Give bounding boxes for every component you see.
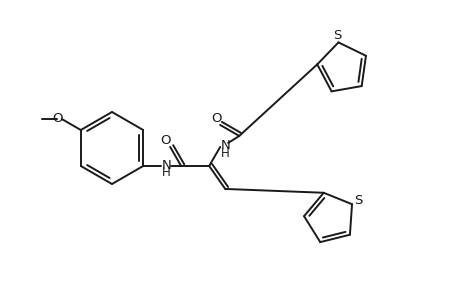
Text: O: O	[52, 112, 63, 124]
Text: S: S	[332, 29, 341, 42]
Text: N: N	[220, 140, 230, 152]
Text: O: O	[211, 112, 221, 125]
Text: H: H	[220, 147, 229, 161]
Text: N: N	[161, 158, 171, 172]
Text: O: O	[160, 134, 170, 147]
Text: S: S	[353, 194, 361, 207]
Text: H: H	[162, 167, 170, 179]
